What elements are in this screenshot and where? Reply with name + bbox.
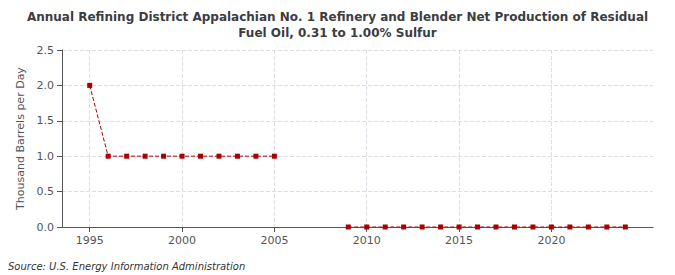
svg-text:2000: 2000 — [168, 234, 196, 247]
svg-text:Thousand Barrels per Day: Thousand Barrels per Day — [14, 67, 27, 211]
svg-text:2.5: 2.5 — [37, 44, 55, 57]
svg-text:0.5: 0.5 — [37, 185, 55, 198]
svg-text:1.5: 1.5 — [37, 114, 55, 127]
svg-text:2020: 2020 — [537, 234, 565, 247]
svg-text:1.0: 1.0 — [37, 150, 55, 163]
svg-text:1995: 1995 — [76, 234, 104, 247]
svg-text:0.0: 0.0 — [37, 221, 55, 234]
svg-text:2005: 2005 — [260, 234, 288, 247]
svg-text:Annual Refining District Appal: Annual Refining District Appalachian No.… — [27, 10, 648, 24]
svg-text:2.0: 2.0 — [37, 79, 55, 92]
svg-text:Fuel Oil, 0.31 to 1.00% Sulfur: Fuel Oil, 0.31 to 1.00% Sulfur — [238, 26, 437, 40]
svg-text:2015: 2015 — [445, 234, 473, 247]
svg-text:Source: U.S. Energy Informatio: Source: U.S. Energy Information Administ… — [8, 261, 245, 272]
svg-text:2010: 2010 — [353, 234, 381, 247]
